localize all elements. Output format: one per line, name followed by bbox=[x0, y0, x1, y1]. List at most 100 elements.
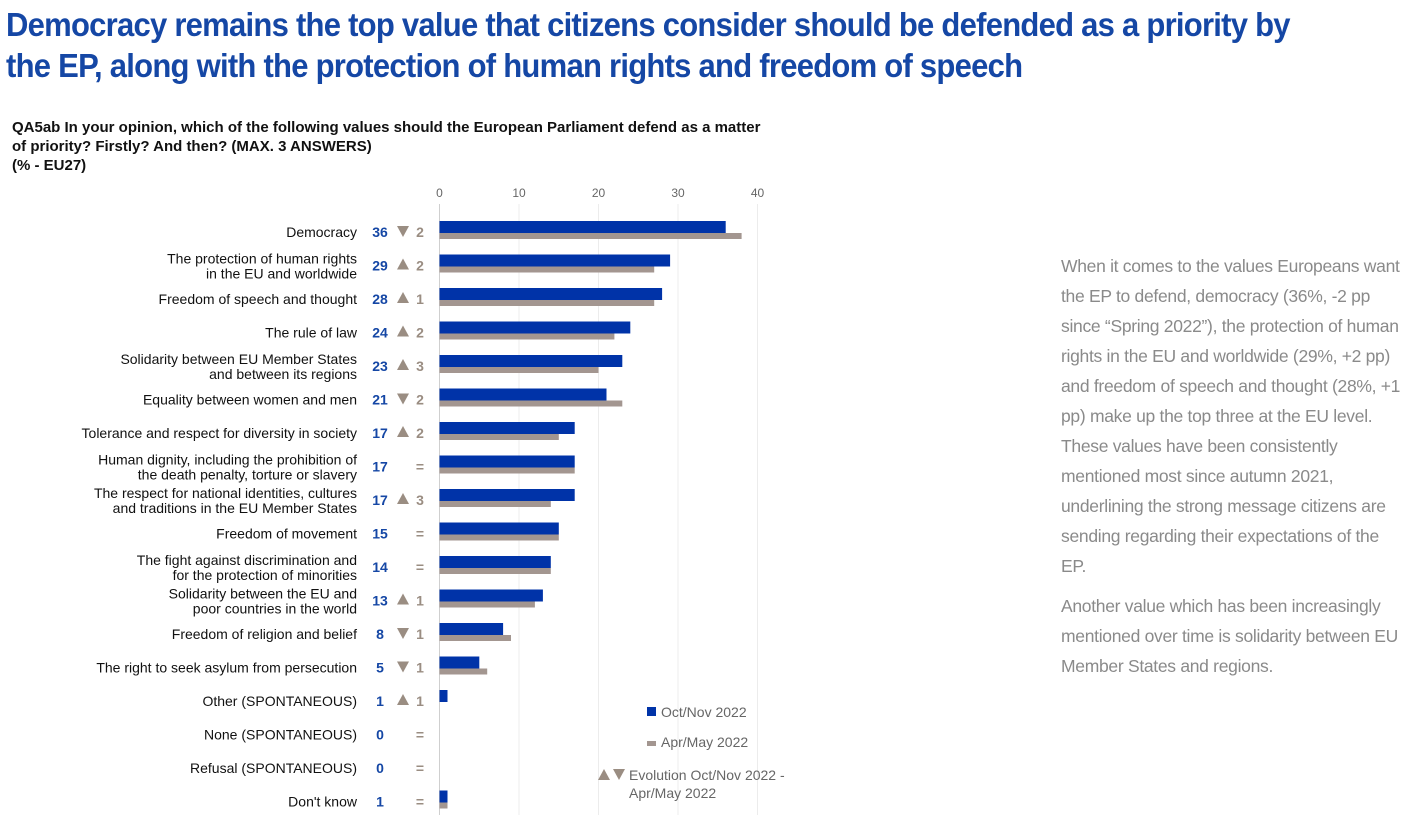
question-text: QA5ab In your opinion, which of the foll… bbox=[12, 118, 842, 175]
category-label: Tolerance and respect for diversity in s… bbox=[82, 425, 357, 441]
down-arrow-icon bbox=[613, 769, 625, 780]
value-label: 21 bbox=[372, 392, 388, 408]
bar-apr-may-2022 bbox=[439, 434, 559, 440]
category-label: The rule of law bbox=[265, 325, 358, 341]
question-line: of priority? Firstly? And then? (MAX. 3 … bbox=[12, 138, 372, 155]
down-arrow-icon bbox=[397, 628, 409, 639]
value-label: 0 bbox=[376, 760, 384, 776]
change-label: 2 bbox=[416, 224, 424, 240]
value-label: 14 bbox=[372, 559, 388, 575]
legend-label: Oct/Nov 2022 bbox=[661, 704, 747, 720]
bar-oct-nov-2022 bbox=[439, 221, 726, 233]
change-label: 2 bbox=[416, 392, 424, 408]
category-label: None (SPONTANEOUS) bbox=[204, 727, 357, 743]
up-arrow-icon bbox=[397, 258, 409, 270]
bar-oct-nov-2022 bbox=[439, 288, 663, 300]
value-label: 1 bbox=[376, 693, 384, 709]
category-label: the death penalty, torture or slavery bbox=[138, 467, 357, 483]
bar-oct-nov-2022 bbox=[439, 690, 448, 702]
category-label: Solidarity between the EU and bbox=[169, 586, 357, 602]
value-label: 17 bbox=[372, 425, 388, 441]
value-label: 17 bbox=[372, 459, 388, 475]
category-label: poor countries in the world bbox=[193, 601, 357, 617]
category-label: The fight against discrimination and bbox=[137, 552, 357, 568]
bar-oct-nov-2022 bbox=[439, 355, 623, 367]
legend-swatch-current bbox=[647, 707, 656, 716]
no-change-label: = bbox=[416, 526, 424, 542]
down-arrow-icon bbox=[397, 393, 409, 405]
no-change-label: = bbox=[416, 794, 424, 810]
bar-oct-nov-2022 bbox=[439, 388, 607, 401]
no-change-label: = bbox=[416, 459, 424, 475]
bar-apr-may-2022 bbox=[439, 367, 599, 373]
bar-oct-nov-2022 bbox=[439, 656, 480, 669]
bar-oct-nov-2022 bbox=[439, 790, 448, 803]
category-label: Democracy bbox=[286, 224, 357, 240]
bar-oct-nov-2022 bbox=[439, 254, 671, 267]
bar-apr-may-2022 bbox=[439, 467, 575, 474]
change-label: 1 bbox=[416, 626, 424, 642]
category-label: Freedom of religion and belief bbox=[172, 626, 357, 642]
down-arrow-icon bbox=[397, 661, 409, 673]
value-label: 17 bbox=[372, 492, 388, 508]
up-arrow-icon bbox=[397, 325, 409, 337]
commentary-paragraph: When it comes to the values Europeans wa… bbox=[1061, 256, 1401, 576]
category-label: and traditions in the EU Member States bbox=[113, 500, 357, 516]
legend-label: Evolution Oct/Nov 2022 - bbox=[629, 767, 785, 783]
change-label: 2 bbox=[416, 258, 424, 274]
commentary-panel: When it comes to the values Europeans wa… bbox=[1061, 251, 1406, 691]
category-label: The protection of human rights bbox=[167, 251, 357, 267]
up-arrow-icon bbox=[397, 359, 409, 370]
down-arrow-icon bbox=[397, 226, 409, 237]
value-label: 0 bbox=[376, 727, 384, 743]
value-label: 5 bbox=[376, 660, 384, 676]
page-title: Democracy remains the top value that cit… bbox=[6, 6, 1291, 84]
category-label: and between its regions bbox=[209, 366, 357, 382]
change-label: 2 bbox=[416, 325, 424, 341]
bar-apr-may-2022 bbox=[439, 668, 488, 675]
x-tick-label: 30 bbox=[671, 186, 685, 200]
category-label: in the EU and worldwide bbox=[206, 266, 357, 282]
bar-oct-nov-2022 bbox=[439, 422, 575, 434]
category-label: Equality between women and men bbox=[143, 392, 357, 408]
up-arrow-icon bbox=[397, 426, 409, 437]
category-label: The right to seek asylum from persecutio… bbox=[96, 660, 357, 676]
value-label: 36 bbox=[372, 224, 388, 240]
category-label: Other (SPONTANEOUS) bbox=[202, 693, 357, 709]
category-label: Solidarity between EU Member States bbox=[120, 351, 357, 367]
change-label: 3 bbox=[416, 492, 424, 508]
value-label: 28 bbox=[372, 291, 388, 307]
up-arrow-icon bbox=[598, 769, 610, 780]
x-tick-label: 0 bbox=[436, 186, 443, 200]
value-label: 23 bbox=[372, 358, 388, 374]
value-label: 1 bbox=[376, 794, 384, 810]
bar-oct-nov-2022 bbox=[439, 556, 551, 568]
legend-label: Apr/May 2022 bbox=[661, 734, 748, 750]
bar-apr-may-2022 bbox=[439, 400, 623, 407]
question-line: QA5ab In your opinion, which of the foll… bbox=[12, 119, 761, 136]
no-change-label: = bbox=[416, 559, 424, 575]
bar-apr-may-2022 bbox=[439, 802, 448, 809]
bar-apr-may-2022 bbox=[439, 534, 559, 541]
category-label: Freedom of movement bbox=[216, 526, 357, 542]
x-tick-label: 10 bbox=[512, 186, 526, 200]
value-label: 29 bbox=[372, 258, 388, 274]
change-label: 1 bbox=[416, 693, 424, 709]
bar-apr-may-2022 bbox=[439, 501, 551, 507]
up-arrow-icon bbox=[397, 694, 409, 705]
category-label: for the protection of minorities bbox=[173, 567, 357, 583]
commentary-paragraph: Another value which has been increasingl… bbox=[1061, 596, 1398, 676]
bar-apr-may-2022 bbox=[439, 300, 655, 306]
bar-apr-may-2022 bbox=[439, 266, 655, 273]
bar-apr-may-2022 bbox=[439, 333, 615, 340]
bar-apr-may-2022 bbox=[439, 601, 535, 608]
up-arrow-icon bbox=[397, 493, 409, 504]
x-tick-label: 20 bbox=[592, 186, 606, 200]
value-label: 15 bbox=[372, 526, 388, 542]
category-label: Refusal (SPONTANEOUS) bbox=[190, 760, 357, 776]
bar-oct-nov-2022 bbox=[439, 623, 504, 635]
bar-apr-may-2022 bbox=[439, 568, 551, 574]
x-tick-label: 40 bbox=[751, 186, 765, 200]
change-label: 1 bbox=[416, 593, 424, 609]
